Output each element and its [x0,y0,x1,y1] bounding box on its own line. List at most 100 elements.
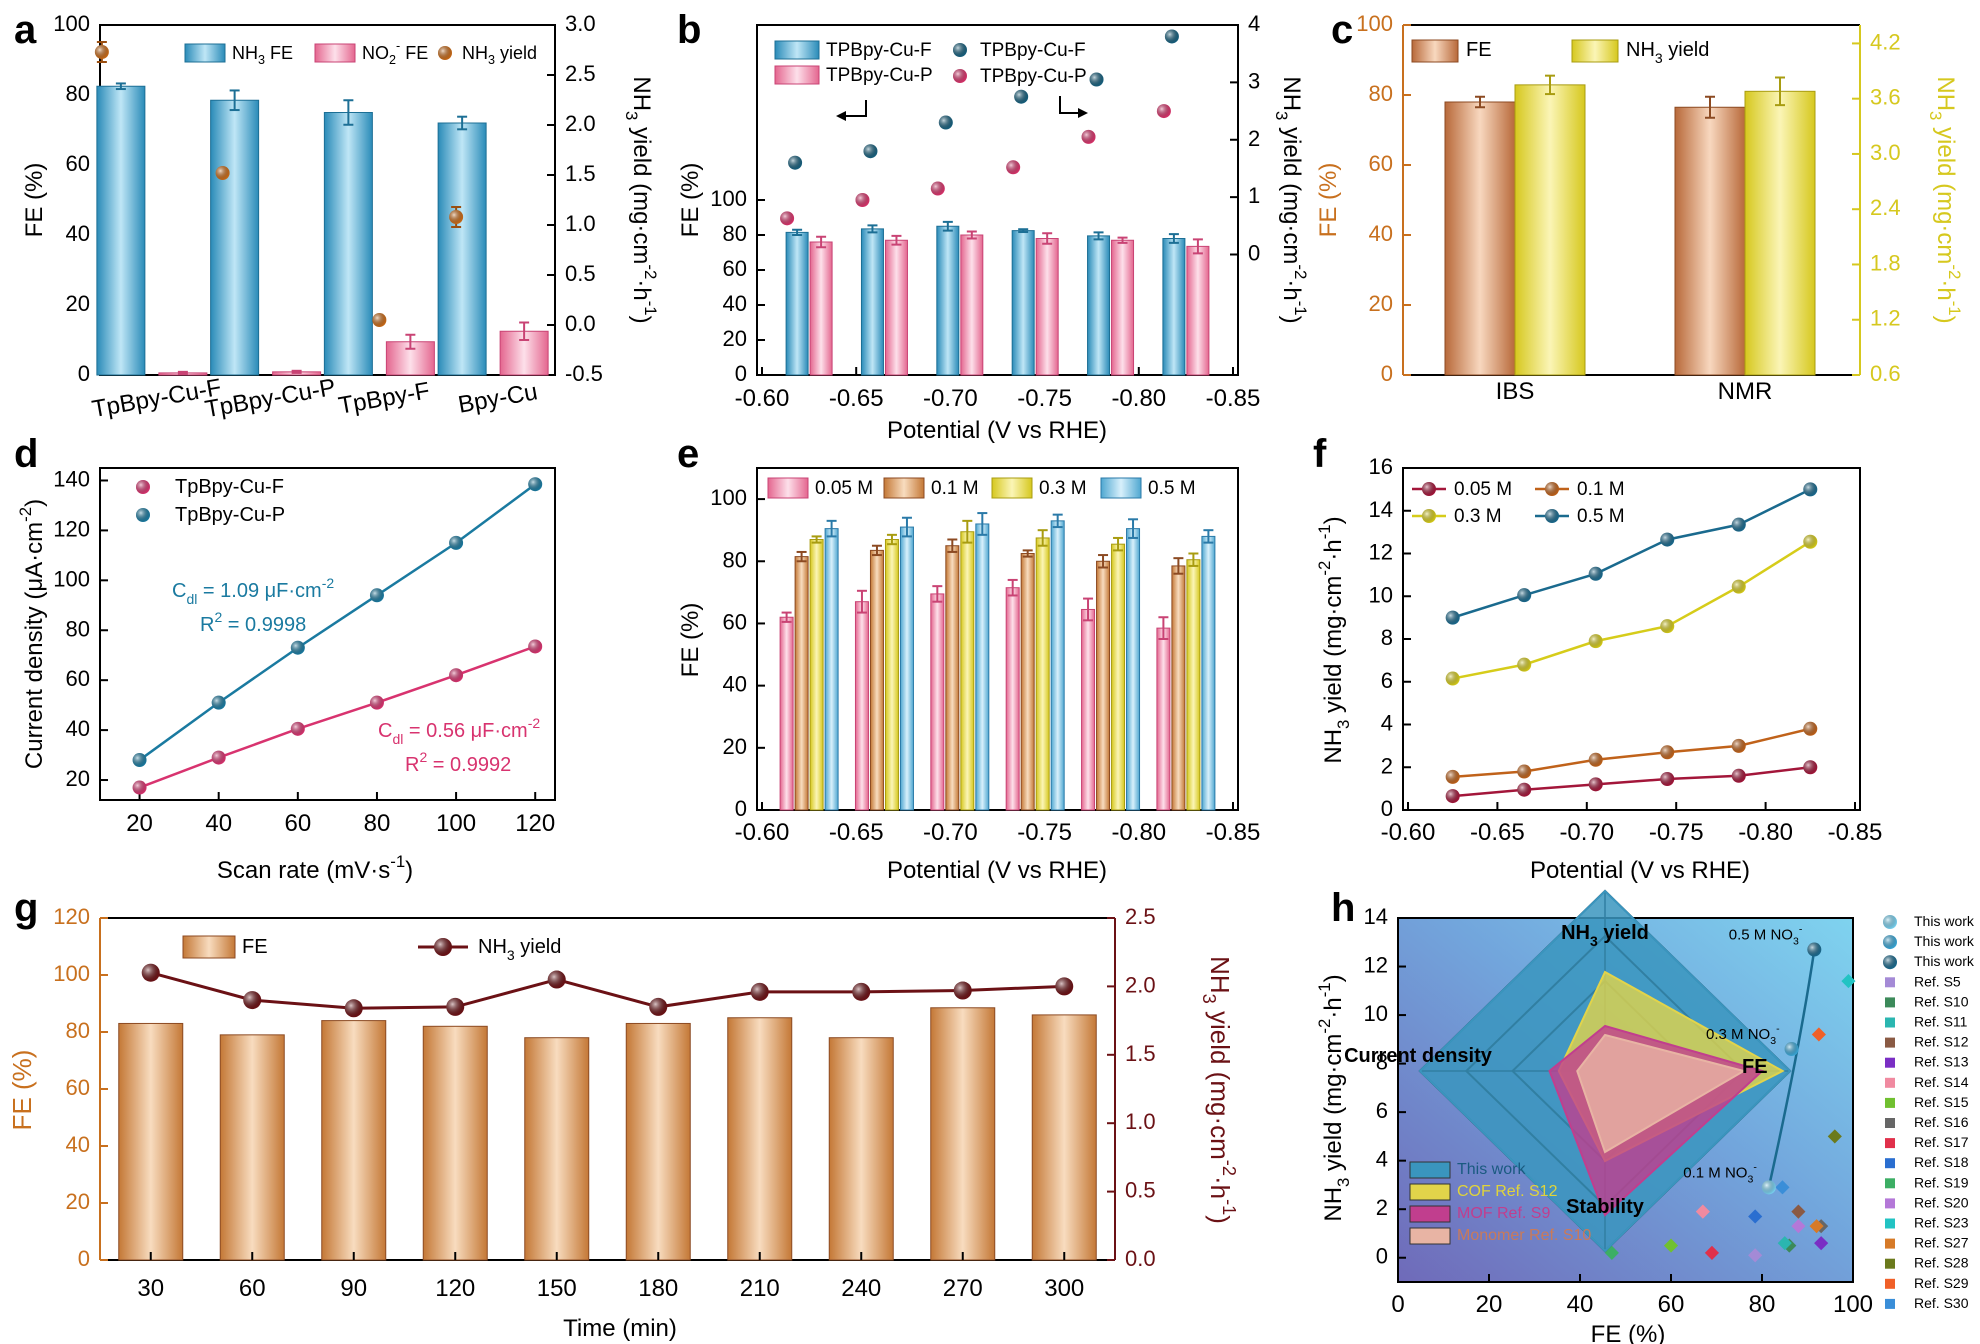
panel-f-chart: 0 2 4 6 8 10 12 14 16 NH3 yield (mg·cm-2·h-1) -0.6… [1315,454,1882,885]
data-point-highlight [953,981,972,1000]
legend-marker [1885,1218,1895,1229]
y-tick-label: 10 [1364,1001,1388,1026]
bar-fe [727,1017,793,1261]
data-point-highlight [141,963,160,982]
data-point-highlight [1660,745,1675,760]
x-tick-label: 60 [284,810,311,837]
data-point-highlight [1081,129,1096,144]
radar-axis-label: FE [1742,1056,1768,1078]
x-tick-label: 150 [537,1275,577,1302]
data-point-highlight [369,588,384,603]
data-point-highlight [1731,579,1746,594]
y-axis-label: FE (%) [1315,163,1342,238]
legend-label: FE [242,936,268,958]
legend-label: Ref. S29 [1914,1275,1969,1291]
bar-05M [1050,520,1065,811]
x-tick-label: -0.75 [1017,385,1072,412]
bar-fe [219,1034,285,1261]
y-tick-label: 2 [1376,1195,1388,1220]
y-tick-label: 100 [53,566,90,591]
bar-005M [854,601,869,811]
point-ref [1791,1219,1806,1234]
legend-swatch [883,477,925,499]
x-axis-label: Scan rate (mV·s-1) [217,852,413,884]
data-point-highlight [132,780,147,795]
data-point-highlight [94,45,109,59]
data-point-highlight [1517,764,1532,779]
data-point-highlight [1803,760,1818,775]
legend-label: Ref. S14 [1914,1074,1969,1090]
y2-axis-label: NH3 yield (mg·cm-2·h-1) [622,76,660,323]
legend-marker [1885,1097,1895,1108]
legend-label: NH3 yield [1626,39,1709,65]
data-point-highlight [930,181,945,196]
bar-fe [930,1007,996,1261]
point-ref [1811,1027,1826,1042]
y-tick-label: 80 [66,616,90,641]
y2-tick-label: 2.0 [1125,972,1156,997]
bar-03M [960,531,975,811]
panel-letter-c: c [1331,8,1353,52]
data-point-highlight [449,535,464,550]
x-axis-label: Time (min) [563,1315,677,1342]
x-tick-label: IBS [1496,378,1535,405]
data-point-highlight [780,211,795,226]
legend-label: TPBpy-Cu-P [980,66,1087,87]
data-point-highlight [1660,619,1675,634]
data-point-highlight [211,750,226,765]
x-tick-label: 270 [943,1275,983,1302]
y-tick-label: 0 [1381,361,1393,386]
y-tick-label: 100 [1356,11,1393,36]
x-axis-label: FE (%) [1591,1321,1666,1344]
radar-legend-label: MOF Ref. S9 [1457,1205,1550,1222]
data-point-highlight [215,166,230,180]
x-tick-label: 60 [1658,1291,1685,1318]
bar-tpbpy-cu-p [884,239,908,376]
bar-03M [884,539,899,811]
y-tick-label: 20 [66,766,90,791]
bar-fe [1674,106,1746,376]
data-point-highlight [528,639,543,654]
y-tick-label: 20 [723,734,747,759]
x-tick-label: 240 [841,1275,881,1302]
radar-legend-swatch [1409,1227,1451,1245]
data-point-highlight [1761,1180,1776,1195]
x-tick-label: -0.85 [1206,385,1261,412]
legend-label: TpBpy-Cu-P [175,504,285,526]
legend-label: Ref. S15 [1914,1094,1969,1110]
x-tick-label: 210 [740,1275,780,1302]
y2-tick-label: 2.0 [565,111,596,136]
y-axis-label: FE (%) [21,163,48,238]
panel-letter-f: f [1313,432,1327,476]
bar-01M [794,556,809,811]
bar-tpbpy-cu-f [785,231,809,376]
y-tick-label: 14 [1364,904,1388,929]
legend-marker [1885,977,1895,988]
x-tick-label: -0.70 [923,819,978,846]
data-point-highlight [290,640,305,655]
legend-swatch-bar-f [774,40,820,60]
bar-nh3-fe [96,85,146,376]
bar-05M [975,523,990,811]
y-axis-label: FE (%) [677,603,704,678]
legend-label: NO2- FE [362,39,428,67]
x-tick-label: -0.80 [1111,819,1166,846]
data-point-highlight [1660,772,1675,787]
data-point-highlight [136,508,150,522]
point-ref [1814,1236,1829,1251]
bar-005M [1081,608,1096,811]
y-tick-label: 80 [1369,81,1393,106]
bar-fe [321,1020,387,1261]
data-point-highlight [863,144,878,159]
point-ref [1704,1245,1720,1260]
radar-legend-swatch [1409,1161,1451,1179]
data-point-highlight [1803,534,1818,549]
panel-h-chart: 0 2 4 6 8 10 12 14 0 20 40 60 80 100 FE (%) NH3 yield (… [1315,889,1975,1344]
y-tick-label: 40 [66,221,90,246]
y-tick-label: 60 [723,256,747,281]
y-tick-label: 80 [66,81,90,106]
legend-marker [1885,1278,1895,1289]
y2-axis-label: NH3 yield (mg·cm-2·h-1) [1272,76,1310,323]
this-work-label: 0.5 M NO3- [1729,923,1803,947]
point-ref [1777,1236,1792,1251]
